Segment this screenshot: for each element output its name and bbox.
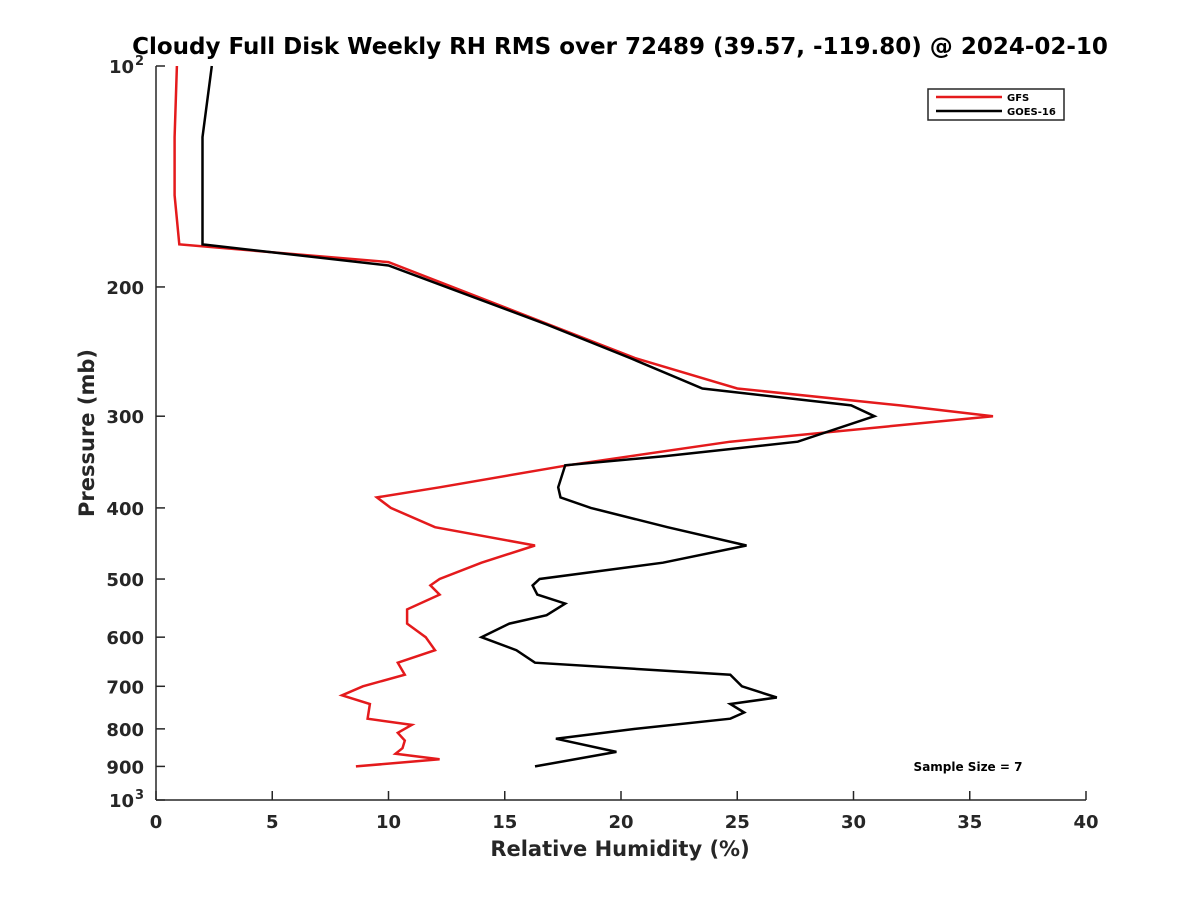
x-axis-ticks: 0 5 10 15 20 25 30 35 40 <box>150 791 1099 833</box>
legend-label-goes16: GOES-16 <box>1007 107 1056 118</box>
y-tick-label: 600 <box>106 628 144 649</box>
y-tick-exponent: 3 <box>135 788 144 803</box>
x-tick-label: 30 <box>841 812 866 833</box>
legend: GFS GOES-16 <box>927 88 1065 121</box>
y-tick-label: 200 <box>106 278 144 299</box>
x-tick-label: 0 <box>150 812 163 833</box>
y-tick-exponent: 2 <box>135 54 144 69</box>
x-tick-label: 10 <box>376 812 401 833</box>
series-lines <box>173 65 994 768</box>
y-tick-base: 10 <box>109 57 134 78</box>
chart-title: Cloudy Full Disk Weekly RH RMS over 7248… <box>132 34 1108 60</box>
x-tick-label: 5 <box>266 812 279 833</box>
plot-area: 0 5 10 15 20 25 30 35 40 10 220030040050060070080… <box>106 54 1098 833</box>
y-tick-label: 500 <box>106 570 144 591</box>
x-tick-label: 35 <box>957 812 982 833</box>
legend-box <box>927 88 1065 121</box>
x-tick-label: 15 <box>492 812 517 833</box>
series-line-gfs <box>173 65 994 768</box>
y-tick-label: 800 <box>106 720 144 741</box>
y-tick-base: 10 <box>109 791 134 812</box>
y-tick-label: 300 <box>106 407 144 428</box>
x-tick-label: 25 <box>725 812 750 833</box>
legend-label-gfs: GFS <box>1007 93 1029 104</box>
x-tick-label: 20 <box>608 812 633 833</box>
y-axis-label: Pressure (mb) <box>75 349 99 517</box>
series-line-goes-16 <box>201 65 878 768</box>
sample-size-annotation: Sample Size = 7 <box>914 760 1023 774</box>
y-tick-label: 10 <box>109 791 134 812</box>
y-tick-label: 700 <box>106 677 144 698</box>
y-tick-label: 400 <box>106 499 144 520</box>
y-tick-label: 10 <box>109 57 134 78</box>
x-axis-label: Relative Humidity (%) <box>490 837 749 861</box>
y-tick-label: 900 <box>106 757 144 778</box>
x-tick-label: 40 <box>1073 812 1098 833</box>
